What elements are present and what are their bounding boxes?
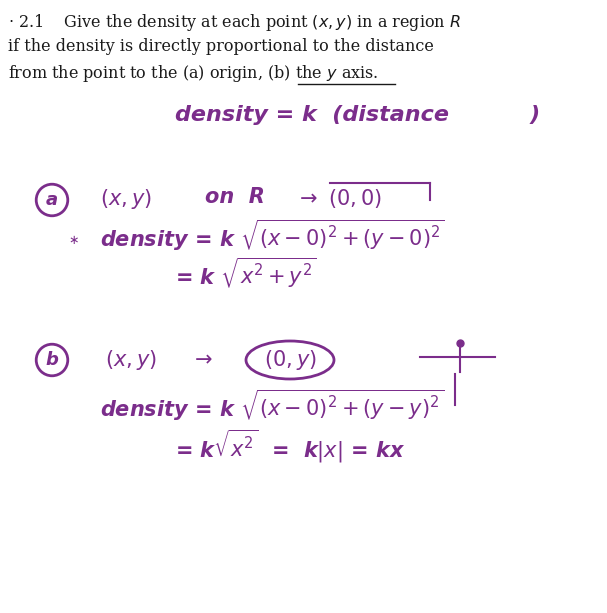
Text: density = k  (distance: density = k (distance [175,105,449,125]
Text: $\ast$: $\ast$ [68,234,79,247]
Text: on  R: on R [205,187,265,207]
Text: $(0,0)$: $(0,0)$ [328,187,382,210]
Text: density = k $\sqrt{(x-0)^2+(y-0)^2}$: density = k $\sqrt{(x-0)^2+(y-0)^2}$ [100,218,445,253]
Text: $\rightarrow$: $\rightarrow$ [295,187,317,207]
Text: $(x,y)$: $(x,y)$ [105,348,157,372]
Text: $\cdot$ 2.1    Give the density at each point $(x, y)$ in a region $R$: $\cdot$ 2.1 Give the density at each poi… [8,12,461,33]
Text: $\rightarrow$: $\rightarrow$ [190,348,212,368]
Text: $(0, y)$: $(0, y)$ [263,348,316,372]
Text: density = k $\sqrt{(x-0)^2+(y-y)^2}$: density = k $\sqrt{(x-0)^2+(y-y)^2}$ [100,388,444,423]
Text: ): ) [530,105,540,125]
Text: from the point to the (a) origin, (b) the $y$ axis.: from the point to the (a) origin, (b) th… [8,63,379,84]
Text: = k $\sqrt{x^2 + y^2}$: = k $\sqrt{x^2 + y^2}$ [175,255,317,290]
Text: = k$\sqrt{x^2}$  =  k$|x|$ = kx: = k$\sqrt{x^2}$ = k$|x|$ = kx [175,428,405,465]
Text: a: a [46,191,58,209]
Text: $(x,y)$: $(x,y)$ [100,187,152,211]
Text: b: b [46,351,58,369]
Text: if the density is directly proportional to the distance: if the density is directly proportional … [8,38,434,55]
